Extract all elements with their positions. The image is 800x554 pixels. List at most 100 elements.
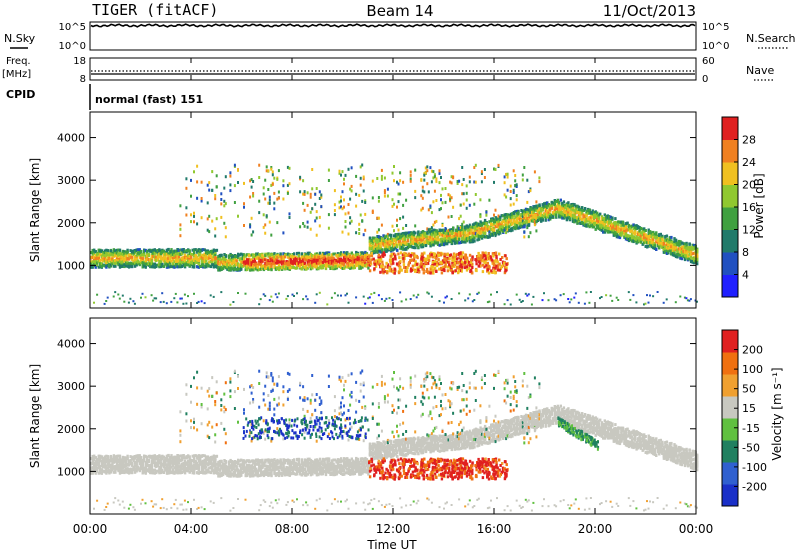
scatter-cell <box>277 292 280 295</box>
scatter-cell <box>117 248 120 252</box>
scatter-cell <box>208 188 211 192</box>
scatter-cell <box>150 257 153 261</box>
scatter-cell <box>340 205 342 209</box>
scatter-cell <box>153 248 156 252</box>
scatter-cell <box>174 257 178 261</box>
scatter-cell <box>267 254 270 258</box>
scatter-cell <box>247 258 250 262</box>
scatter-cell <box>174 264 178 268</box>
scatter-cell <box>273 261 276 265</box>
scatter-cell <box>259 298 262 301</box>
scatter-cell <box>147 248 150 252</box>
scatter-cell <box>277 268 281 272</box>
scatter-cell <box>158 248 161 252</box>
scatter-cell <box>258 258 261 262</box>
scatter-cell <box>605 294 608 297</box>
scatter-cell <box>306 258 309 262</box>
scatter-cell <box>246 266 249 270</box>
scatter-cell <box>314 258 317 262</box>
scatter-cell <box>262 213 265 217</box>
scatter-cell <box>568 301 571 304</box>
scatter-cell <box>147 258 150 261</box>
scatter-cell <box>385 297 388 300</box>
scatter-cell <box>137 251 140 255</box>
scatter-cell <box>270 233 273 237</box>
scatter-cell <box>273 257 276 261</box>
scatter-cell <box>153 297 156 300</box>
scatter-cell <box>180 265 184 268</box>
scatter-cell <box>288 182 291 186</box>
scatter-cell <box>280 256 284 260</box>
scatter-cell <box>196 250 199 254</box>
scatter-cell <box>227 266 231 270</box>
scatter-cell <box>238 253 241 257</box>
scatter-cell <box>121 294 124 297</box>
scatter-cell <box>146 250 149 253</box>
scatter-cell <box>106 251 110 255</box>
scatter-cell <box>123 259 126 263</box>
scatter-cell <box>494 234 497 238</box>
scatter-cell <box>215 256 219 260</box>
scatter-cell <box>294 266 297 270</box>
scatter-cell <box>217 262 220 266</box>
scatter-cell <box>114 253 117 257</box>
scatter-cell <box>243 257 246 261</box>
scatter-cell <box>273 176 276 180</box>
scatter-cell <box>323 255 326 259</box>
scatter-cell <box>117 261 120 265</box>
scatter-cell <box>409 173 412 177</box>
scatter-cell <box>150 255 153 258</box>
scatter-cell <box>430 295 433 298</box>
scatter-cell <box>271 256 275 260</box>
scatter-cell <box>159 251 163 255</box>
scatter-cell <box>224 266 228 270</box>
scatter-cell <box>143 253 146 257</box>
scatter-cell <box>280 266 284 270</box>
scatter-cell <box>141 253 144 257</box>
scatter-cell <box>232 261 235 265</box>
scatter-cell <box>253 267 256 271</box>
scatter-cell <box>264 258 267 262</box>
scatter-cell <box>240 267 243 271</box>
scatter-cell <box>252 263 255 267</box>
scatter-cell <box>190 259 193 263</box>
scatter-cell <box>112 295 115 298</box>
scatter-cell <box>452 205 455 209</box>
scatter-cell <box>393 179 395 183</box>
scatter-cell <box>303 267 306 271</box>
scatter-cell <box>253 255 256 259</box>
scatter-cell <box>129 256 132 259</box>
scatter-cell <box>355 204 358 208</box>
scatter-cell <box>588 301 591 304</box>
scatter-cell <box>649 294 651 297</box>
scatter-cell <box>200 256 203 260</box>
scatter-cell <box>105 300 108 302</box>
scatter-cell <box>229 258 232 262</box>
scatter-cell <box>146 254 149 258</box>
scatter-cell <box>555 213 558 217</box>
scatter-cell <box>124 254 128 258</box>
scatter-cell <box>150 253 153 257</box>
scatter-cell <box>627 291 630 294</box>
scatter-cell <box>153 249 156 253</box>
scatter-cell <box>144 248 147 252</box>
scatter-cell <box>555 299 558 302</box>
scatter-cell <box>450 196 453 200</box>
scatter-cell <box>141 257 144 261</box>
scatter-cell <box>140 296 142 299</box>
scatter-cell <box>259 258 263 262</box>
scatter-cell <box>255 262 258 266</box>
scatter-cell <box>311 254 314 257</box>
scatter-cell <box>282 265 285 269</box>
scatter-cell <box>309 261 313 265</box>
scatter-cell <box>299 264 302 268</box>
scatter-cell <box>174 255 178 259</box>
nsky-label: N.Sky <box>4 32 36 45</box>
scatter-cell <box>580 206 584 210</box>
scatter-cell <box>468 175 471 179</box>
scatter-cell <box>315 233 318 237</box>
scatter-cell <box>185 177 188 181</box>
scatter-cell <box>103 254 106 258</box>
scatter-cell <box>414 196 417 200</box>
scatter-cell <box>396 224 398 228</box>
